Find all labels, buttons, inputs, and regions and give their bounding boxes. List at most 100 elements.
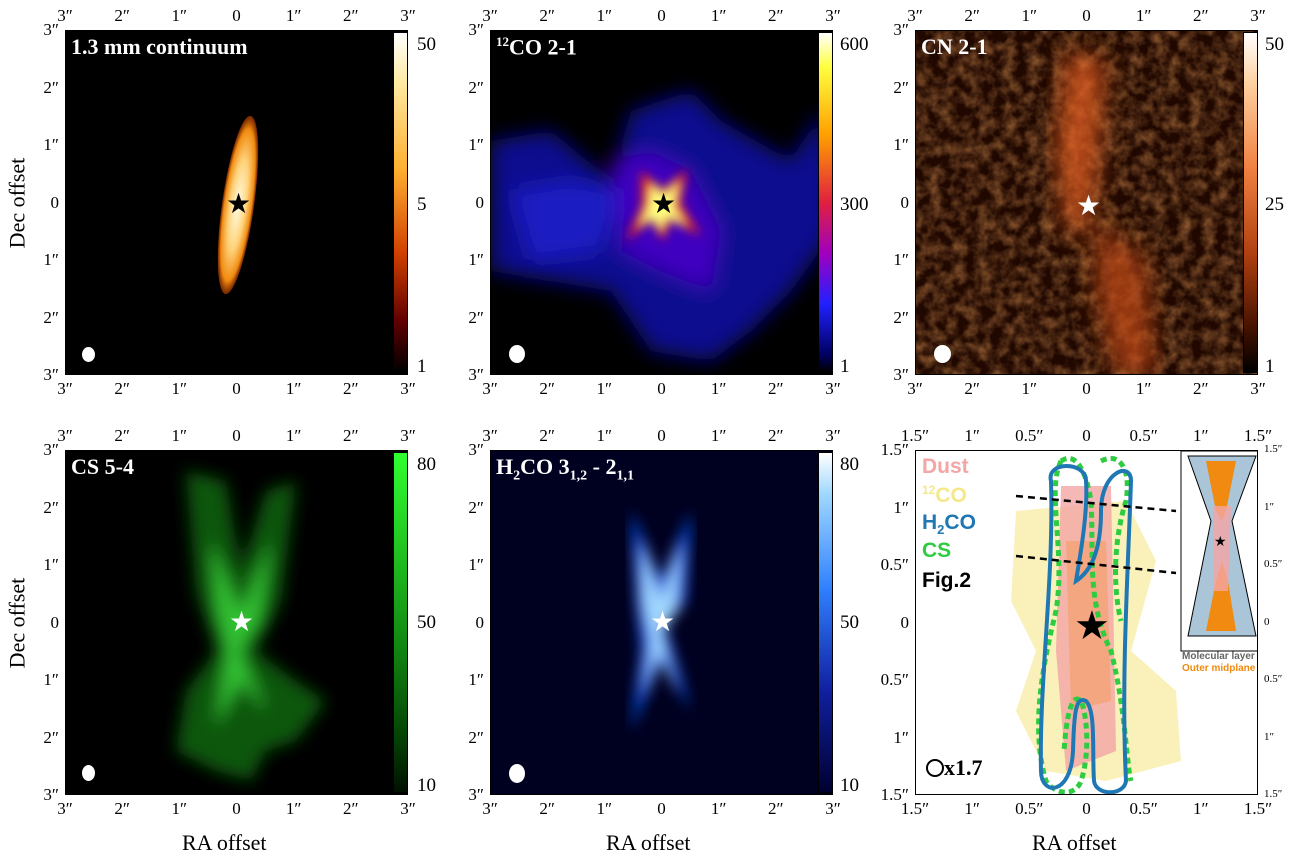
y-axis-label: Dec offset — [4, 577, 30, 669]
y-tick-left: 2″ — [468, 77, 484, 97]
y-tick-left: 2″ — [893, 307, 909, 327]
x-tick-top: 2″ — [539, 426, 555, 445]
panel-title: CN 2-1 — [921, 34, 988, 59]
y-tick-left: 3″ — [893, 20, 909, 39]
x-tick-top: 1″ — [285, 426, 302, 445]
y-tick-left: 0 — [50, 192, 60, 212]
x-tick-bottom: 2″ — [768, 799, 784, 818]
colorbar-label: 50 — [1265, 34, 1284, 55]
y-tick-left: 1″ — [468, 250, 484, 269]
x-tick-bottom: 2″ — [343, 379, 359, 398]
y-tick-left: 1″ — [43, 670, 59, 689]
x-tick-bottom: 2″ — [964, 379, 980, 398]
y-tick-left: 3″ — [893, 365, 909, 384]
x-tick-top: 1″ — [171, 426, 188, 445]
star-icon: ★ — [229, 607, 255, 638]
x-tick-top: 3″ — [400, 426, 416, 445]
x-axis-label: RA offset — [1032, 830, 1117, 855]
y-tick-left: 2″ — [893, 77, 909, 97]
x-tick-top: 1″ — [596, 6, 613, 25]
x-tick-bottom: 2″ — [768, 379, 784, 398]
x-tick-top: 3″ — [825, 426, 841, 445]
x-tick-top: 2″ — [1193, 6, 1209, 25]
h2co-image — [631, 511, 691, 731]
panel-title: H2CO 31,2 - 21,1 — [496, 454, 634, 484]
y-tick-left: 1.5″ — [880, 785, 909, 804]
y-tick-left: 1″ — [893, 135, 909, 154]
y-tick-left: 1″ — [893, 250, 909, 269]
x-tick-bottom: 2″ — [114, 799, 130, 818]
x-tick-top: 0 — [232, 6, 241, 25]
y-tick-left: 1.5″ — [880, 440, 909, 459]
y-tick-right: 1.5″ — [1264, 788, 1283, 800]
colorbar-label: 50 — [417, 34, 436, 55]
x-tick-top: 1.5″ — [1243, 426, 1273, 445]
x-tick-top: 1″ — [1135, 6, 1152, 25]
star-icon: ★ — [651, 189, 677, 220]
x-tick-top: 1″ — [1193, 426, 1209, 445]
x-tick-bottom: 1″ — [596, 379, 613, 398]
y-tick-left: 3″ — [43, 365, 59, 384]
beam-ellipse — [509, 345, 525, 363]
y-tick-left: 0 — [900, 612, 910, 632]
y-tick-left: 2″ — [468, 307, 484, 327]
colorbar-label: 50 — [417, 612, 436, 633]
star-icon: ★ — [650, 607, 676, 638]
x-tick-bottom: 1″ — [171, 379, 188, 398]
x-tick-bottom: 0 — [232, 379, 241, 398]
star-icon: ★ — [226, 189, 252, 220]
x-tick-top: 2″ — [964, 6, 980, 25]
x-tick-bottom: 2″ — [343, 799, 359, 818]
y-tick-left: 1″ — [893, 497, 909, 517]
star-icon: ★ — [1074, 603, 1110, 648]
x-tick-top: 3″ — [825, 6, 841, 25]
x-tick-bottom: 2″ — [539, 799, 555, 818]
x-tick-top: 1″ — [710, 426, 727, 445]
x-tick-top: 3″ — [57, 6, 73, 25]
x-tick-top: 3″ — [482, 6, 498, 25]
y-tick-left: 3″ — [43, 785, 59, 804]
y-tick-left: 1″ — [43, 135, 59, 154]
x-tick-bottom: 0 — [1082, 799, 1091, 818]
y-tick-left: 0.5″ — [880, 555, 909, 574]
x-tick-bottom: 3″ — [1250, 379, 1266, 398]
y-tick-left: 2″ — [43, 727, 59, 747]
x-tick-bottom: 3″ — [57, 799, 73, 818]
x-tick-top: 2″ — [539, 6, 555, 25]
x-tick-bottom: 1″ — [710, 379, 727, 398]
panel-cn: CN 2-1 ★ — [915, 30, 1258, 375]
x-tick-bottom: 2″ — [539, 379, 555, 398]
y-tick-left: 3″ — [43, 20, 59, 39]
y-tick-left: 3″ — [468, 365, 484, 384]
x-tick-bottom: 1″ — [596, 799, 613, 818]
x-tick-top: 1.5″ — [900, 426, 930, 445]
panel-12co: 12CO 2-1 ★ — [490, 30, 833, 375]
panel-title: 1.3 mm continuum — [71, 34, 248, 59]
x-tick-bottom: 0 — [657, 379, 666, 398]
y-tick-left: 3″ — [468, 20, 484, 39]
x-tick-top: 0 — [232, 426, 241, 445]
x-tick-top: 3″ — [57, 426, 73, 445]
panel-title: CS 5-4 — [71, 454, 134, 479]
magnifier-icon — [926, 759, 944, 777]
x-tick-top: 3″ — [400, 6, 416, 25]
x-tick-top: 1″ — [171, 6, 188, 25]
x-tick-bottom: 1″ — [1193, 799, 1209, 818]
y-tick-right: 0 — [1264, 615, 1270, 628]
y-tick-left: 0 — [900, 192, 910, 212]
x-tick-bottom: 3″ — [400, 799, 416, 818]
x-tick-top: 3″ — [907, 6, 923, 25]
y-tick-left: 1″ — [43, 250, 59, 269]
x-tick-bottom: 3″ — [400, 379, 416, 398]
inset-label-midplane: Outer midplane — [1182, 663, 1256, 674]
y-tick-right: 1″ — [1264, 730, 1275, 743]
x-tick-bottom: 1.5″ — [1243, 799, 1273, 818]
x-tick-top: 2″ — [343, 6, 359, 25]
x-tick-bottom: 1.5″ — [900, 799, 930, 818]
legend-h2co: H2CO — [922, 511, 976, 538]
y-tick-left: 1″ — [468, 670, 484, 689]
panel-title: 12CO 2-1 — [496, 34, 577, 60]
star-icon: ★ — [1076, 191, 1102, 222]
colorbar-label: 80 — [840, 454, 859, 475]
x-tick-bottom: 3″ — [825, 379, 841, 398]
